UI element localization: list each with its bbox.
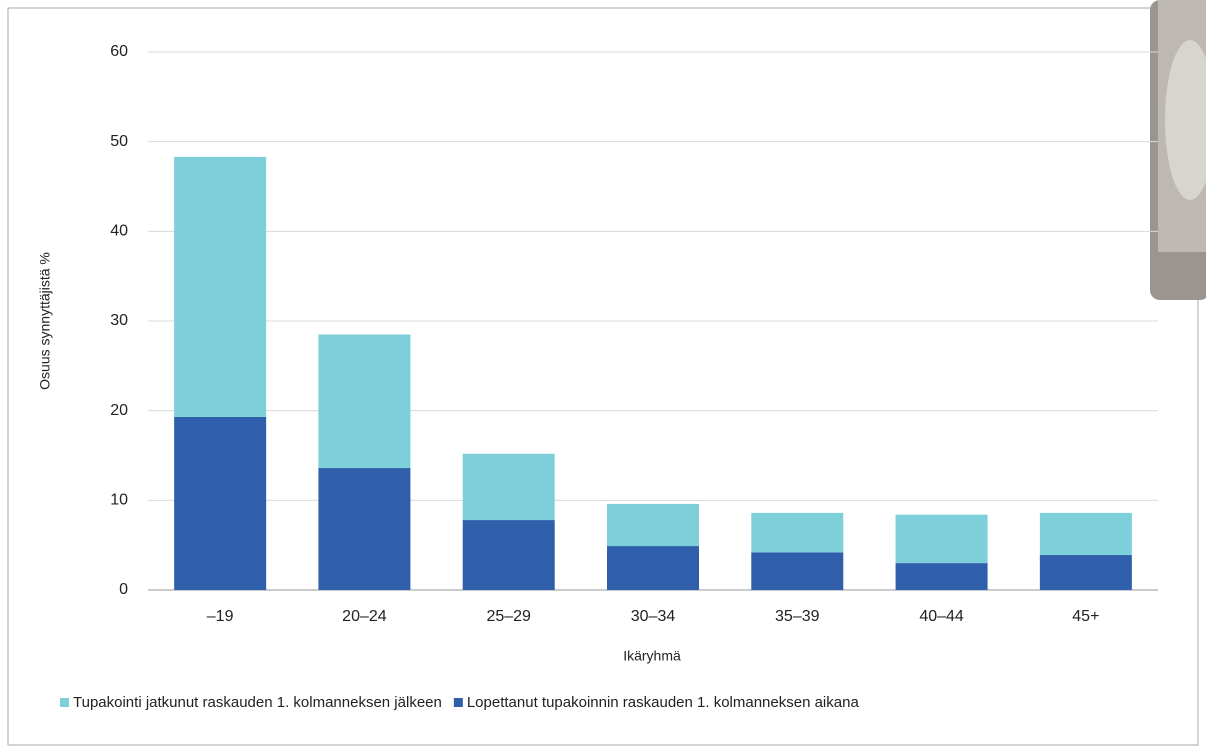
bar-segment xyxy=(174,156,267,417)
bar-segment xyxy=(318,334,411,469)
bar-segment xyxy=(462,453,555,521)
x-axis-title: Ikäryhmä xyxy=(623,648,681,664)
legend-swatch xyxy=(453,698,463,707)
x-tick-label: 35–39 xyxy=(775,608,820,625)
photo-overlay xyxy=(1150,0,1206,300)
y-tick-label: 20 xyxy=(110,402,128,419)
legend-label: Lopettanut tupakoinnin raskauden 1. kolm… xyxy=(467,694,860,711)
y-tick-label: 60 xyxy=(110,43,128,60)
y-tick-label: 10 xyxy=(110,492,128,509)
bar-segment xyxy=(462,520,555,590)
x-tick-label: 40–44 xyxy=(919,608,964,625)
bar-segment xyxy=(895,563,988,590)
y-tick-label: 30 xyxy=(110,312,128,329)
y-tick-label: 50 xyxy=(110,133,128,150)
x-tick-label: 45+ xyxy=(1072,608,1099,625)
bar-segment xyxy=(1039,555,1132,590)
bar-segment xyxy=(607,546,699,590)
legend-swatch xyxy=(60,698,69,707)
y-tick-label: 40 xyxy=(110,223,128,240)
x-tick-label: 20–24 xyxy=(342,608,387,625)
bar-segment xyxy=(607,503,699,547)
x-tick-label: –19 xyxy=(207,608,234,625)
bar-segment xyxy=(318,468,411,590)
bar-segment xyxy=(895,514,988,564)
bar-segment xyxy=(1039,512,1132,556)
legend-label: Tupakointi jatkunut raskauden 1. kolmann… xyxy=(73,694,442,711)
bar-segment xyxy=(751,552,844,590)
y-axis-title: Osuus synnyttäjistä % xyxy=(37,252,53,390)
x-tick-label: 25–29 xyxy=(486,608,531,625)
x-tick-label: 30–34 xyxy=(631,608,676,625)
bar-segment xyxy=(174,416,267,590)
y-tick-label: 0 xyxy=(119,581,128,598)
bar-segment xyxy=(751,512,844,553)
